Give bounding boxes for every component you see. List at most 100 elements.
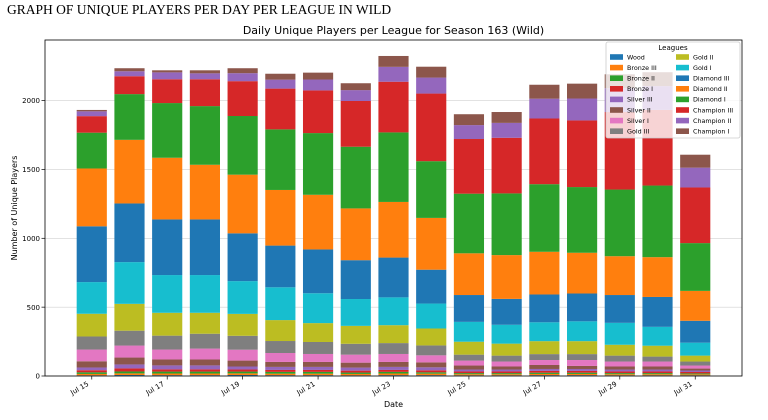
bar-gold-iii-jul-17 [152,335,183,350]
bar-champion-ii-jul-23 [378,66,409,82]
bar-gold-ii-jul-26 [491,343,522,356]
bar-gold-i-jul-15 [76,282,107,314]
page-heading: GRAPH OF UNIQUE PLAYERS PER DAY PER LEAG… [7,2,392,17]
bar-champion-i-jul-19 [227,68,258,74]
bar-silver-i-jul-23 [378,353,409,362]
bar-bronze-i-jul-19 [227,369,258,372]
bar-silver-iii-jul-22 [340,367,371,371]
bar-champion-iii-jul-24 [416,93,447,162]
bar-bronze-i-jul-20 [265,369,296,372]
bar-bronze-iii-jul-23 [378,373,409,376]
bar-champion-iii-jul-20 [265,88,296,130]
x-axis-ticks: Jul 15 Jul 17 Jul 19 Jul 21 Jul 23 Jul 25 Jul … [68,376,696,397]
legend-swatch-wood [610,54,623,60]
bar-diamond-ii-jul-18 [189,164,220,220]
bar-gold-iii-jul-24 [416,345,447,356]
bar-gold-ii-jul-20 [265,320,296,342]
x-tick-label: Jul 21 [295,380,317,397]
bar-bronze-i-jul-30 [642,371,673,374]
legend-label-bronze-iii: Bronze III [627,64,657,72]
bar-silver-i-jul-28 [567,360,598,366]
legend-label-silver-i: Silver I [627,117,649,125]
legend-label-silver-ii: Silver II [627,106,651,114]
bar-wood-jul-28 [567,375,598,376]
legend-label-champion-iii: Champion III [693,106,733,114]
bar-silver-ii-jul-31 [680,368,711,371]
bar-champion-i-jul-16 [114,68,145,72]
legend-frame [605,41,741,139]
bar-champion-ii-jul-19 [227,73,258,82]
bar-silver-iii-jul-23 [378,366,409,370]
bar-diamond-iii-jul-22 [340,260,371,300]
bar-diamond-iii-jul-17 [152,219,183,276]
x-tick-label: Jul 17 [144,380,166,397]
x-tick-label: Jul 29 [596,380,618,397]
bar-gold-i-jul-16 [114,262,145,304]
legend-title: Leagues [658,44,688,52]
bar-silver-ii-jul-20 [265,361,296,367]
bar-gold-i-jul-26 [491,324,522,344]
legend-label-bronze-i: Bronze I [627,85,653,93]
bar-gold-i-jul-28 [567,321,598,342]
bar-silver-iii-jul-29 [604,369,635,372]
bar-bronze-ii-jul-17 [152,371,183,374]
bar-gold-ii-jul-28 [567,341,598,355]
bar-bronze-i-jul-29 [604,371,635,374]
bar-bronze-i-jul-28 [567,370,598,373]
bar-champion-i-jul-31 [680,154,711,168]
bar-silver-iii-jul-24 [416,367,447,371]
bar-gold-iii-jul-29 [604,355,635,362]
bar-champion-i-jul-18 [189,70,220,74]
bar-gold-i-jul-24 [416,303,447,329]
bar-gold-iii-jul-30 [642,356,673,362]
bar-silver-ii-jul-25 [453,365,485,370]
bar-silver-i-jul-15 [76,349,107,362]
bar-champion-iii-jul-17 [152,79,183,104]
bar-silver-i-jul-24 [416,355,447,363]
bar-bronze-ii-jul-18 [189,371,220,374]
legend-swatch-gold-iii [610,128,623,134]
bar-champion-ii-jul-22 [340,90,371,101]
bar-bronze-i-jul-15 [76,370,107,373]
bar-silver-iii-jul-17 [152,365,183,370]
bar-silver-i-jul-17 [152,349,183,360]
bar-diamond-ii-jul-17 [152,157,183,220]
bar-gold-ii-jul-31 [680,355,711,362]
bar-gold-ii-jul-23 [378,325,409,344]
bar-bronze-i-jul-31 [680,372,711,374]
bar-gold-i-jul-29 [604,322,635,345]
bar-silver-ii-jul-29 [604,366,635,370]
bar-champion-i-jul-20 [265,73,296,80]
bar-silver-ii-jul-21 [302,361,334,367]
bar-diamond-iii-jul-26 [491,298,522,325]
bar-champion-i-jul-24 [416,66,447,78]
legend-swatch-champion-iii [676,107,689,113]
bar-diamond-ii-jul-20 [265,189,296,246]
bar-bronze-iii-jul-25 [453,374,485,376]
bar-gold-iii-jul-31 [680,361,711,366]
bar-gold-i-jul-18 [189,275,220,313]
bar-champion-ii-jul-26 [491,122,522,138]
bar-gold-iii-jul-25 [453,354,485,361]
bar-silver-iii-jul-31 [680,370,711,372]
bar-bronze-ii-jul-15 [76,372,107,374]
bar-silver-i-jul-22 [340,354,371,363]
bar-bronze-i-jul-17 [152,369,183,372]
bar-gold-ii-jul-16 [114,303,145,331]
bar-champion-iii-jul-19 [227,81,258,117]
legend-label-champion-i: Champion I [693,128,729,136]
bar-diamond-ii-jul-23 [378,201,409,258]
bar-diamond-iii-jul-28 [567,293,598,322]
bar-silver-iii-jul-20 [265,366,296,370]
bar-gold-i-jul-22 [340,299,371,326]
bar-diamond-i-jul-29 [604,189,635,257]
bar-diamond-iii-jul-19 [227,233,258,282]
bar-diamond-i-jul-30 [642,185,673,258]
bar-bronze-i-jul-21 [302,369,334,372]
bar-diamond-i-jul-24 [416,161,447,218]
bar-silver-iii-jul-25 [453,369,485,372]
bar-gold-iii-jul-21 [302,341,334,354]
bar-diamond-iii-jul-25 [453,295,485,322]
bar-bronze-iii-jul-26 [491,374,522,376]
